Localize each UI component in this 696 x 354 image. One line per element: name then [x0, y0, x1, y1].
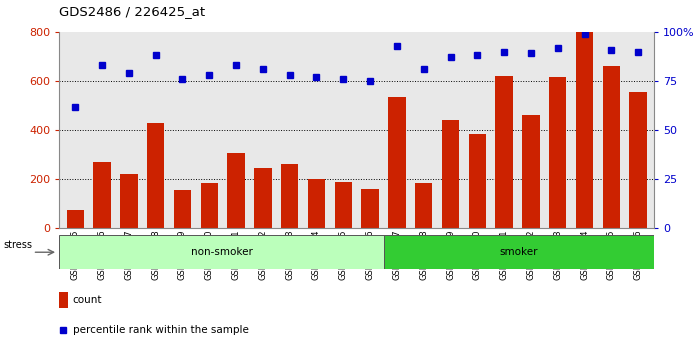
Bar — [200, 183, 218, 228]
Bar — [522, 115, 539, 228]
Bar — [308, 179, 325, 228]
Text: smoker: smoker — [500, 247, 538, 257]
Bar — [281, 165, 299, 228]
Bar — [59, 292, 68, 308]
Bar — [576, 32, 593, 228]
Bar — [93, 162, 111, 228]
Bar — [174, 190, 191, 228]
Bar — [629, 92, 647, 228]
Bar — [388, 97, 406, 228]
Bar — [228, 153, 245, 228]
Bar — [468, 134, 486, 228]
Bar — [361, 189, 379, 228]
Bar — [59, 235, 383, 269]
Bar — [254, 168, 271, 228]
Text: count: count — [72, 295, 102, 305]
Bar — [549, 77, 567, 228]
Bar — [67, 210, 84, 228]
Bar — [496, 76, 513, 228]
Bar — [442, 120, 459, 228]
Bar — [415, 183, 432, 228]
Text: GDS2486 / 226425_at: GDS2486 / 226425_at — [59, 5, 205, 18]
Bar — [335, 182, 352, 228]
Text: non-smoker: non-smoker — [191, 247, 253, 257]
Bar — [383, 235, 654, 269]
Text: percentile rank within the sample: percentile rank within the sample — [72, 325, 248, 335]
Bar — [120, 174, 138, 228]
Text: stress: stress — [3, 240, 33, 250]
Bar — [603, 66, 620, 228]
Bar — [147, 123, 164, 228]
